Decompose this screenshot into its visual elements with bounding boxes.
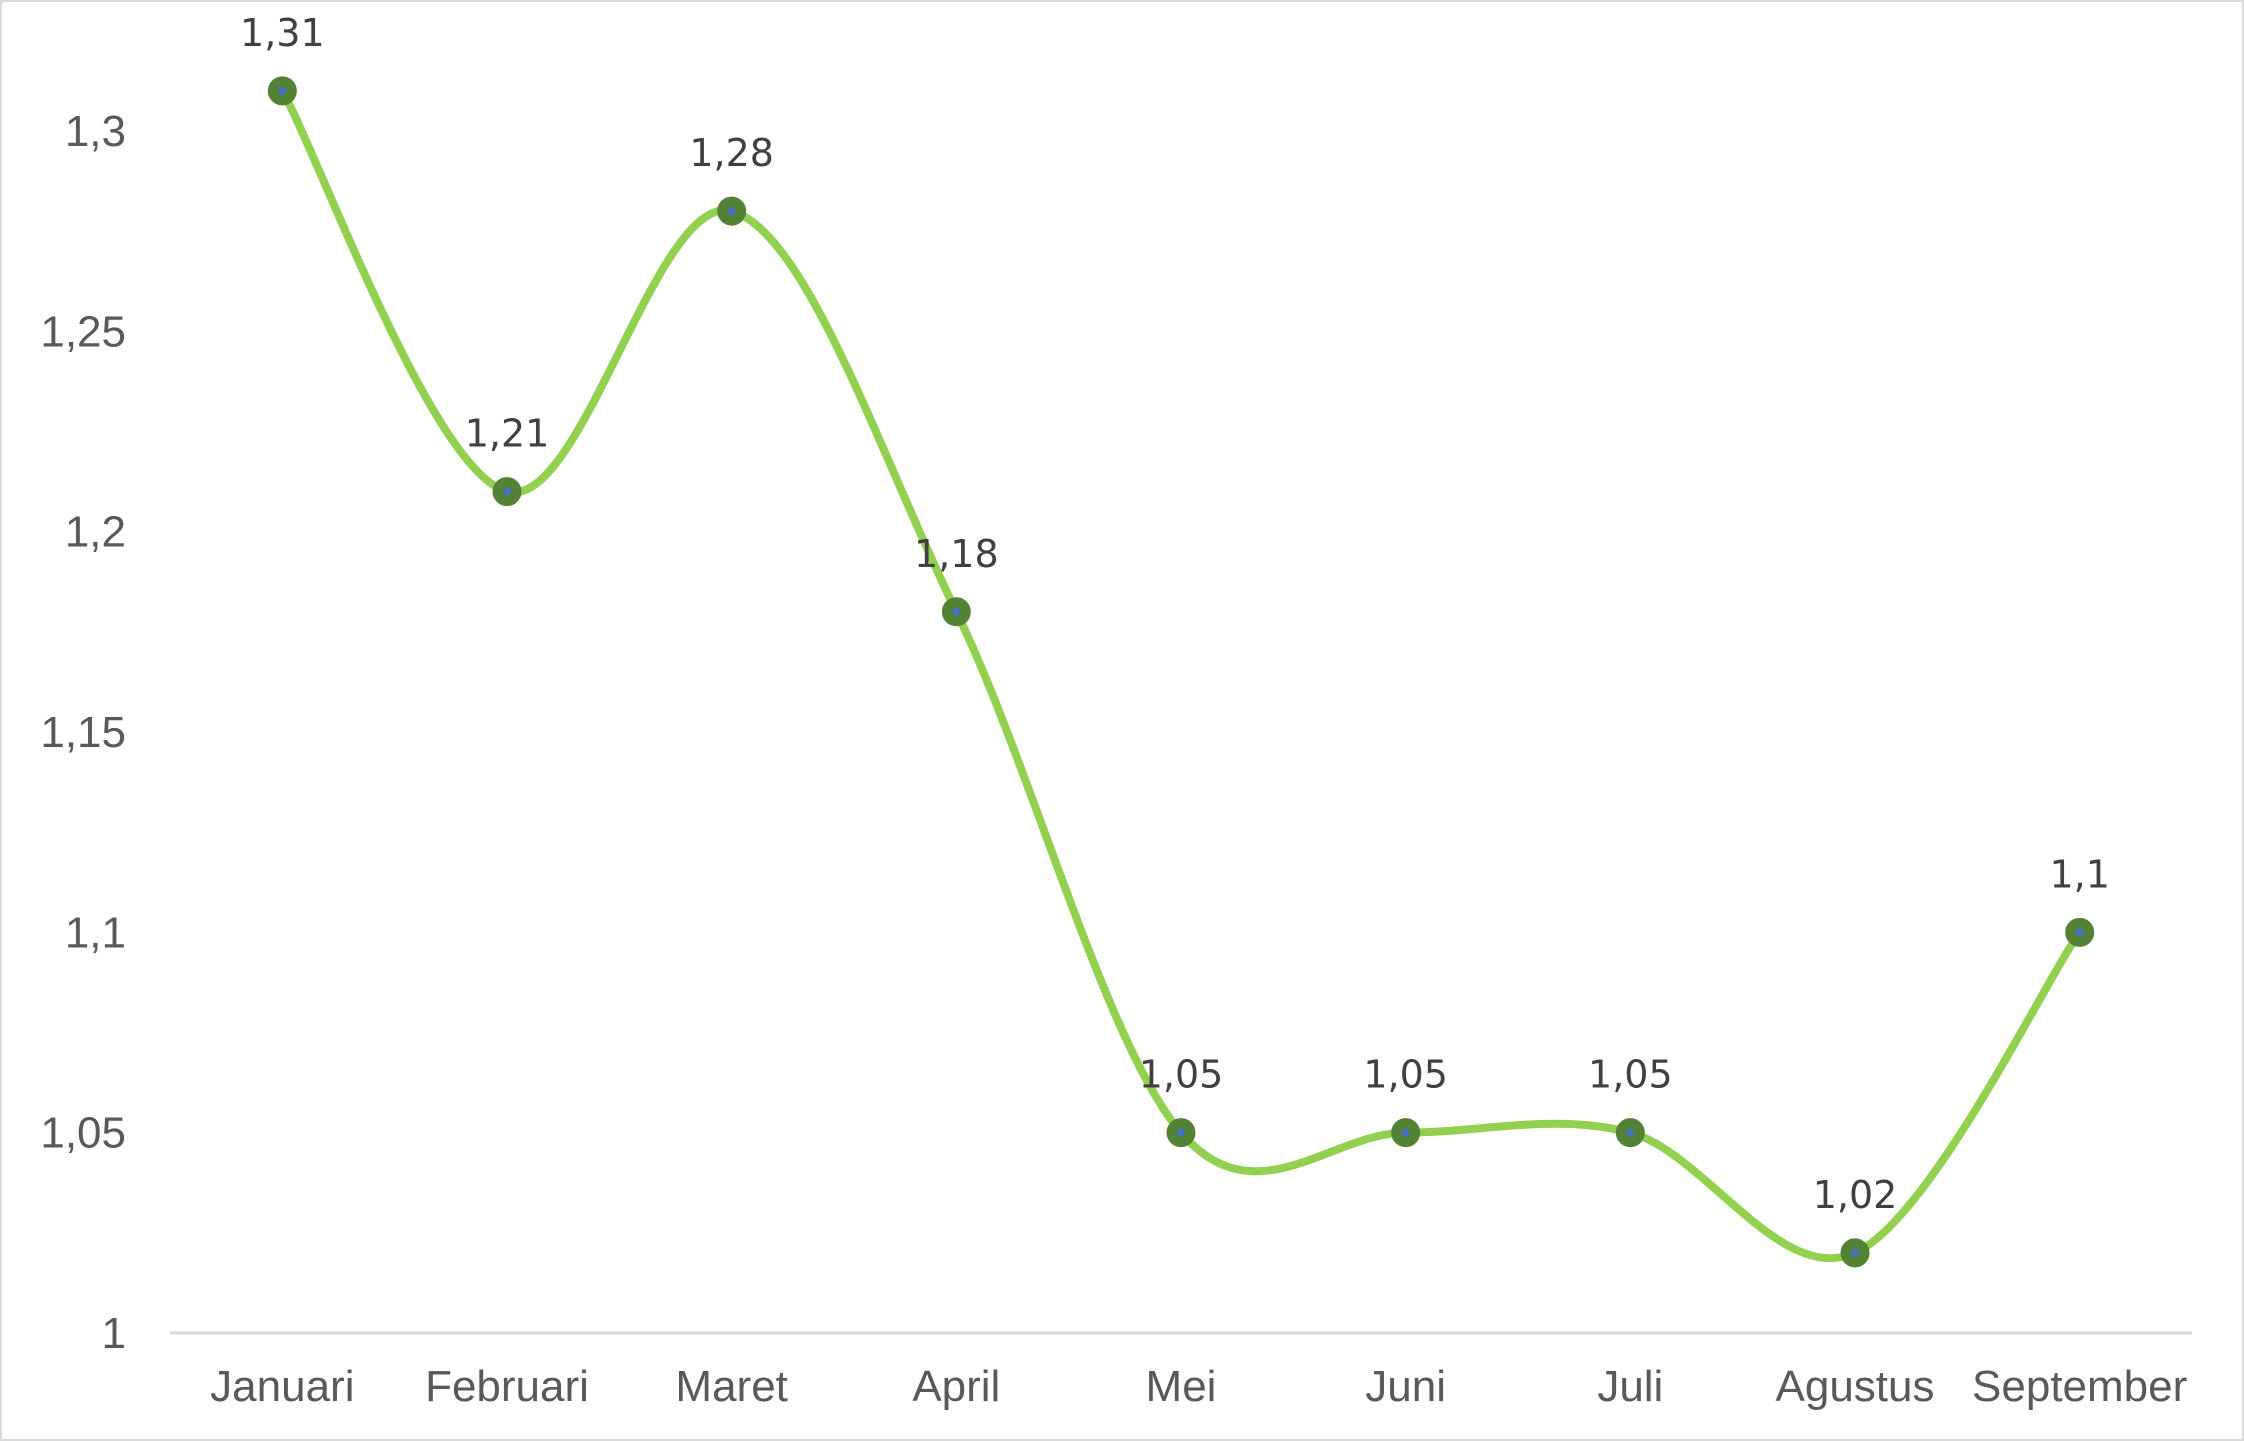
data-label: 1,1 — [2049, 852, 2109, 896]
series-line — [278, 86, 2084, 1263]
x-tick-label: Februari — [425, 1362, 589, 1411]
data-label: 1,05 — [1588, 1053, 1673, 1097]
data-point — [267, 76, 297, 106]
data-label: 1,02 — [1813, 1173, 1898, 1217]
data-label: 1,31 — [240, 11, 325, 55]
data-label: 1,05 — [1363, 1053, 1448, 1097]
data-point — [492, 477, 522, 507]
x-tick-label: Agustus — [1776, 1362, 1935, 1411]
x-tick-label: Maret — [675, 1362, 787, 1411]
y-tick-label: 1,2 — [65, 508, 126, 557]
x-tick-label: Juli — [1597, 1362, 1663, 1411]
data-point — [1391, 1118, 1421, 1148]
data-point — [1166, 1118, 1196, 1148]
y-tick-label: 1 — [102, 1309, 126, 1358]
y-tick-label: 1,05 — [40, 1109, 126, 1158]
y-tick-label: 1,25 — [40, 307, 126, 356]
data-point — [941, 597, 971, 627]
y-tick-label: 1,1 — [65, 908, 126, 957]
data-point — [1840, 1238, 1870, 1268]
x-axis-tick-labels: Januari Februari Maret April Mei Juni Juli Agus… — [210, 1362, 2187, 1411]
data-point — [717, 196, 747, 226]
data-labels: 1,31 1,21 1,28 1,18 1,05 1,05 1,05 1,02 1,1 — [240, 11, 2110, 1217]
x-tick-label: Mei — [1146, 1362, 1217, 1411]
x-tick-label: September — [1972, 1362, 2187, 1411]
data-label: 1,28 — [689, 131, 774, 175]
data-point — [2065, 917, 2095, 947]
data-label: 1,21 — [465, 412, 550, 456]
x-tick-label: Januari — [210, 1362, 354, 1411]
y-tick-label: 1,15 — [40, 708, 126, 757]
x-tick-label: Juni — [1365, 1362, 1446, 1411]
y-axis-tick-labels: 1 1,05 1,1 1,15 1,2 1,25 1,3 — [40, 107, 126, 1358]
data-label: 1,05 — [1139, 1053, 1224, 1097]
data-label: 1,18 — [914, 532, 999, 576]
x-tick-label: April — [912, 1362, 1000, 1411]
data-point — [1615, 1118, 1645, 1148]
y-tick-label: 1,3 — [65, 107, 126, 156]
data-markers — [267, 76, 2095, 1268]
